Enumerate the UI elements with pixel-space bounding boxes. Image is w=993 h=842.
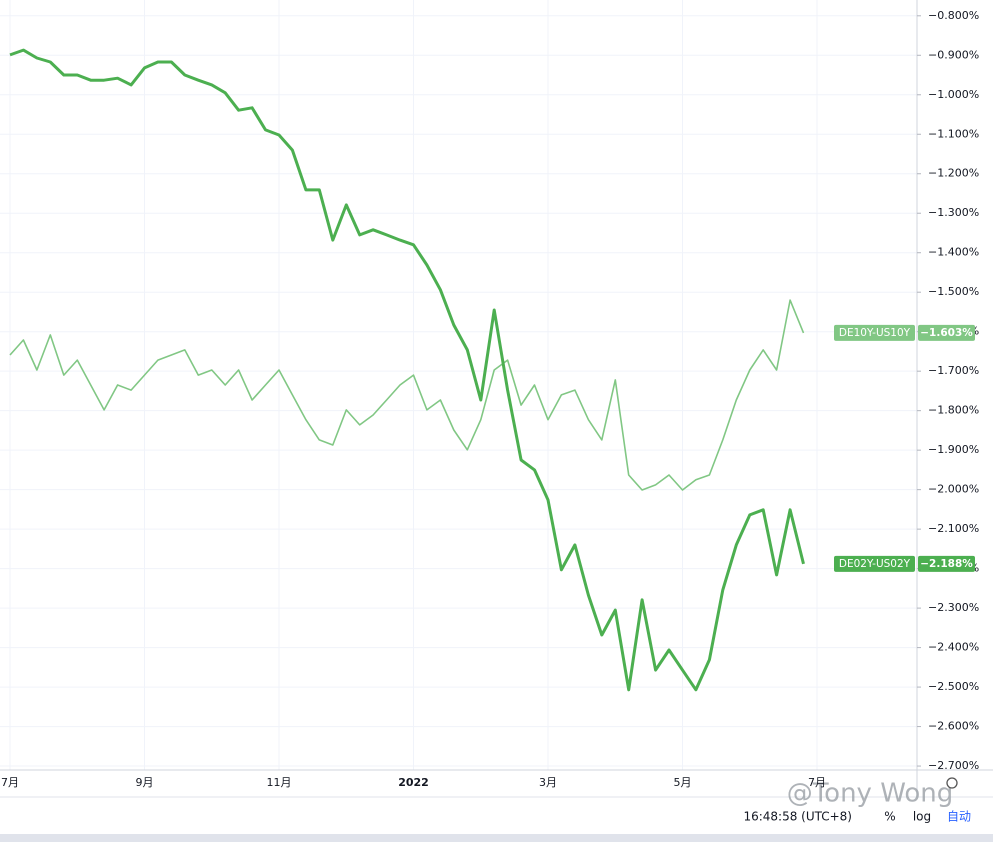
- value-tag: [918, 555, 975, 572]
- y-tick-label: −0.800%: [928, 9, 979, 22]
- y-tick-label: −1.200%: [928, 167, 979, 180]
- x-tick-label: 2022: [398, 776, 429, 789]
- percent-toggle[interactable]: %: [884, 810, 895, 824]
- series-name: DE02Y-US02Y: [839, 558, 911, 570]
- y-tick-label: −2.300%: [928, 601, 979, 614]
- x-tick-label: 5月: [674, 776, 692, 789]
- value-label: −1.603%: [920, 327, 973, 339]
- y-tick-label: −2.700%: [928, 759, 979, 772]
- x-tick-label: 7月: [808, 776, 826, 789]
- auto-toggle[interactable]: 自动: [947, 810, 971, 824]
- plot: [9, 48, 805, 692]
- bottom-strip: [0, 834, 993, 842]
- y-tick-label: −1.700%: [928, 364, 979, 377]
- y-tick-label: −2.500%: [928, 680, 979, 693]
- y-tick-label: −2.600%: [928, 720, 979, 733]
- y-tick-label: −1.400%: [928, 246, 979, 259]
- y-tick-label: −1.100%: [928, 127, 979, 140]
- y-tick-label: −1.800%: [928, 404, 979, 417]
- footer-time: 16:48:58 (UTC+8): [743, 810, 852, 824]
- log-toggle[interactable]: log: [913, 810, 931, 824]
- series-name-tag: [834, 555, 915, 572]
- x-tick-label: 9月: [136, 776, 154, 789]
- value-label: −2.188%: [920, 558, 973, 570]
- y-tick-label: −1.300%: [928, 206, 979, 219]
- y-tick-label: −0.900%: [928, 48, 979, 61]
- series-name: DE10Y-US10Y: [839, 327, 911, 339]
- y-tick-label: −2.400%: [928, 641, 979, 654]
- grid: [0, 0, 917, 770]
- y-tick-label: −1.000%: [928, 88, 979, 101]
- x-tick-label: 11月: [267, 776, 292, 789]
- series-name-tag: [834, 324, 915, 341]
- settings-icon[interactable]: [946, 777, 958, 789]
- x-tick-label: 7月: [1, 776, 19, 789]
- x-tick-label: 3月: [539, 776, 557, 789]
- y-tick-label: −2.000%: [928, 483, 979, 496]
- watermark: @Tony Wong: [787, 779, 954, 809]
- y-tick-label: −2.100%: [928, 522, 979, 535]
- y-tick-label: −1.500%: [928, 285, 979, 298]
- value-tag: [918, 324, 975, 341]
- y-tick-label: −1.900%: [928, 443, 979, 456]
- series-line: [9, 299, 805, 491]
- series-line: [9, 48, 805, 692]
